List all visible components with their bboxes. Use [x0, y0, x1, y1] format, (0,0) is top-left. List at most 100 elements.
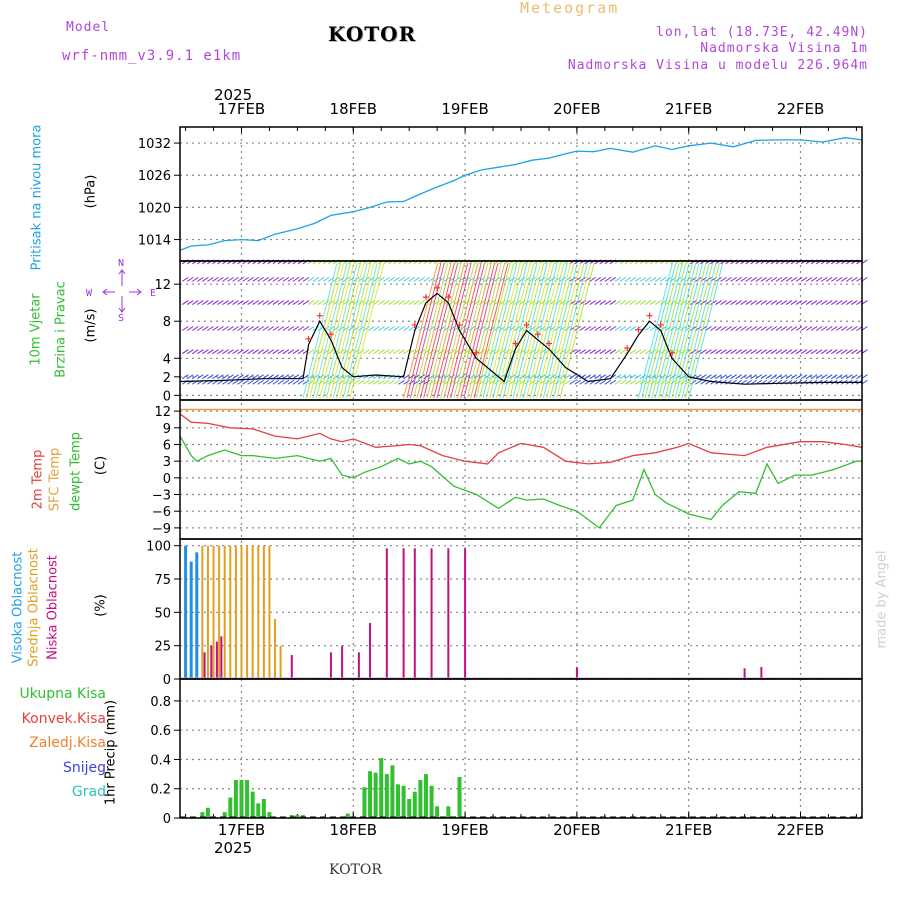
wind-barb	[483, 300, 491, 305]
wind-barb	[262, 300, 270, 305]
wind-storm-hatch	[559, 262, 595, 399]
wind-storm-hatch	[637, 262, 673, 399]
wind-barb	[312, 300, 320, 305]
wind-barb	[448, 326, 456, 331]
low-cloud-bar	[760, 667, 763, 679]
wind-barb	[675, 300, 682, 305]
wind-barb	[745, 349, 753, 355]
wind-barb	[634, 349, 642, 355]
wind-barb	[785, 276, 793, 282]
wind-barb	[378, 326, 385, 331]
wind-barb	[217, 374, 224, 380]
wind-storm-hatch	[526, 262, 562, 399]
wind-barb	[317, 379, 325, 385]
temp-axis-tick-label: −9	[152, 522, 171, 537]
wind-barb	[775, 300, 783, 305]
wind-storm-hatch	[339, 262, 375, 399]
low-cloud-bar	[290, 655, 293, 679]
wind-barb	[317, 276, 325, 282]
wind-barb	[342, 374, 350, 380]
wind-barb	[247, 326, 254, 331]
cloud-axis-tick-label: 0	[163, 673, 171, 688]
wind-barb	[750, 326, 758, 331]
wind-barb	[760, 300, 768, 305]
precip-axis-tick-label: 0.2	[150, 783, 171, 798]
wind-storm-hatch	[536, 262, 572, 399]
wind-barb	[780, 300, 788, 305]
wind-barb	[710, 374, 717, 380]
page-title: KOTOR	[328, 22, 417, 46]
wind-barb	[237, 300, 244, 305]
wind-barb	[287, 300, 295, 305]
wind-storm-hatch	[305, 262, 341, 399]
wind-barb	[639, 379, 647, 385]
wind-barb	[312, 379, 320, 385]
mid-cloud-bar	[279, 645, 282, 679]
wind-barb	[297, 300, 305, 305]
precip-bar	[250, 791, 255, 818]
bottom-day-label: 17FEB	[217, 821, 266, 839]
compass-e: E	[150, 288, 157, 299]
compass-s: S	[118, 313, 125, 324]
wind-barb	[846, 349, 853, 355]
wind-barb	[780, 374, 788, 380]
wind-barb	[257, 300, 264, 305]
wind-barb	[186, 276, 194, 282]
wind-barb	[292, 276, 300, 282]
wind-barb	[453, 374, 461, 380]
wind-storm-hatch	[529, 262, 565, 399]
wind-barb	[247, 349, 254, 355]
wind-barb	[287, 374, 295, 380]
wind-barb	[700, 374, 707, 380]
gust-marker	[422, 294, 429, 301]
wind-barb	[836, 276, 843, 282]
low-cloud-bar	[447, 548, 450, 679]
wind-barb	[363, 349, 370, 355]
wind-barb	[222, 300, 229, 305]
wind-storm-hatch	[479, 262, 515, 399]
wind-barb	[252, 300, 259, 305]
wind-barb	[750, 349, 758, 355]
wind-barb	[795, 379, 803, 385]
bottom-day-label: 22FEB	[776, 821, 825, 839]
wind-barb	[388, 276, 395, 282]
wind-barb	[383, 349, 390, 355]
wind-barb	[629, 374, 637, 380]
wind-barb	[292, 374, 300, 380]
wind-storm-hatch	[460, 262, 496, 399]
wind-barb	[207, 276, 214, 282]
wind-barb	[604, 379, 612, 385]
precip-panel-frame	[179, 678, 863, 819]
wind-barb	[820, 374, 828, 380]
wind-barb	[529, 349, 536, 355]
gust-marker	[635, 326, 642, 333]
wind-barb	[700, 349, 707, 355]
wind-barb	[720, 349, 727, 355]
wind-barb	[629, 379, 637, 385]
wind-barb	[745, 374, 753, 380]
wind-barb	[282, 374, 290, 380]
wind-barb	[780, 276, 788, 282]
wind-barb	[649, 276, 657, 282]
wind-barb	[247, 379, 254, 385]
wind-axis-tick-label: 12	[154, 278, 171, 293]
wind-barb	[846, 326, 853, 331]
wind-barb	[514, 349, 521, 355]
wind-barb	[403, 276, 410, 282]
wind-storm-hatch	[413, 262, 449, 399]
wind-storm-hatch	[302, 262, 338, 399]
wind-barb	[820, 326, 828, 331]
wind-barb	[207, 300, 214, 305]
wind-barb	[785, 374, 793, 380]
wind-barb	[659, 374, 667, 380]
wind-barb	[825, 276, 833, 282]
wind-barb	[614, 326, 622, 331]
wind-barb	[805, 276, 813, 282]
low-cloud-bar	[215, 641, 218, 679]
wind-barb	[232, 349, 239, 355]
wind-storm-hatch	[671, 262, 707, 399]
wind-barb	[594, 326, 602, 331]
wind-barb	[272, 349, 280, 355]
gust-marker	[456, 321, 463, 328]
wind-barb	[307, 374, 315, 380]
